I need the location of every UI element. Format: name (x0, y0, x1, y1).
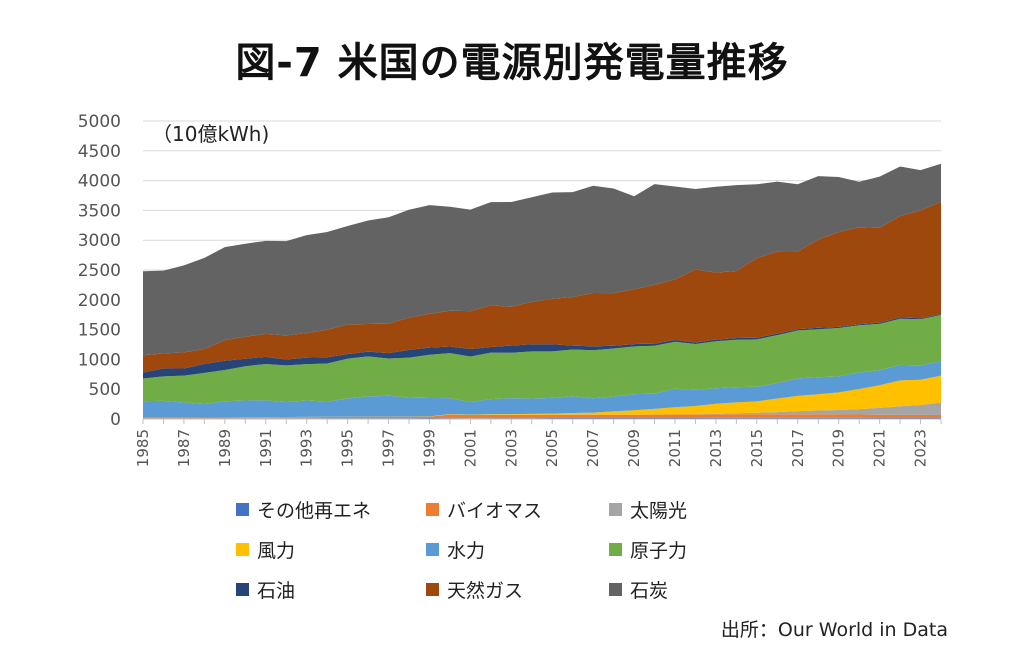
area-series (143, 375, 941, 418)
y-tick-label: 500 (89, 380, 121, 400)
x-tick-label: 2007 (584, 429, 602, 467)
y-tick-label: 0 (110, 410, 121, 430)
legend-swatch (426, 503, 439, 516)
legend-label: 水力 (447, 540, 486, 562)
legend-item: 原子力 (609, 536, 687, 563)
legend-item: 風力 (236, 536, 295, 563)
legend-swatch (426, 583, 439, 596)
area-series (143, 163, 941, 356)
legend-label: 石炭 (630, 580, 669, 602)
legend-item: 太陽光 (609, 496, 687, 523)
x-tick-label: 2003 (502, 429, 520, 467)
legend-swatch (609, 543, 622, 556)
area-series (143, 201, 941, 373)
x-tick-label: 2019 (830, 429, 848, 467)
legend-item: 天然ガス (426, 576, 523, 603)
legend-label: 天然ガス (447, 580, 524, 602)
x-tick-label: 1997 (380, 429, 398, 467)
x-tick-label: 2011 (666, 429, 684, 467)
legend-swatch (609, 503, 622, 516)
x-tick-label: 1989 (216, 429, 234, 467)
x-tick-label: 2009 (625, 429, 643, 467)
legend-label: 太陽光 (630, 500, 688, 522)
area-series (143, 414, 941, 419)
legend-swatch (236, 543, 249, 556)
x-tick-label: 2021 (871, 429, 889, 467)
x-tick-label: 2013 (707, 429, 725, 467)
legend-label: 風力 (257, 540, 296, 562)
x-tick-label: 1987 (175, 429, 193, 467)
legend-item: 石油 (236, 576, 295, 603)
legend-swatch (236, 503, 249, 516)
legend-swatch (426, 543, 439, 556)
legend-swatch (236, 583, 249, 596)
legend-label: バイオマス (447, 500, 543, 522)
area-series (143, 361, 941, 418)
legend-label: その他再エネ (257, 500, 372, 522)
x-tick-label: 1999 (420, 429, 438, 467)
y-tick-label: 2000 (78, 291, 121, 311)
legend-item: 石炭 (609, 576, 668, 603)
legend-item: その他再エネ (236, 496, 371, 523)
source-note: 出所：Our World in Data (720, 619, 948, 641)
x-tick-label: 2023 (912, 429, 930, 467)
legend-swatch (609, 583, 622, 596)
legend-item: バイオマス (426, 496, 542, 523)
legend-item: 水力 (426, 536, 485, 563)
y-tick-label: 3000 (78, 231, 121, 251)
legend-label: 原子力 (630, 540, 688, 562)
x-tick-label: 1995 (339, 429, 357, 467)
x-tick-label: 2001 (461, 429, 479, 467)
x-tick-label: 2005 (543, 429, 561, 467)
legend-label: 石油 (257, 580, 296, 602)
area-series (143, 314, 941, 405)
y-tick-label: 4000 (78, 172, 121, 192)
chart-title: 図-7 米国の電源別発電量推移 (235, 40, 789, 86)
area-series (143, 313, 941, 379)
x-tick-label: 2015 (748, 429, 766, 467)
area-series (143, 402, 941, 418)
y-tick-label: 3500 (78, 201, 121, 221)
y-tick-label: 5000 (78, 112, 121, 132)
y-tick-label: 4500 (78, 142, 121, 162)
unit-label: （10億kWh) (152, 122, 270, 146)
x-tick-label: 1991 (257, 429, 275, 467)
x-tick-label: 1985 (134, 429, 152, 467)
y-tick-label: 1500 (78, 321, 121, 341)
x-tick-label: 1993 (298, 429, 316, 467)
y-tick-label: 1000 (78, 350, 121, 370)
x-tick-label: 2017 (789, 429, 807, 467)
y-tick-label: 2500 (78, 261, 121, 281)
